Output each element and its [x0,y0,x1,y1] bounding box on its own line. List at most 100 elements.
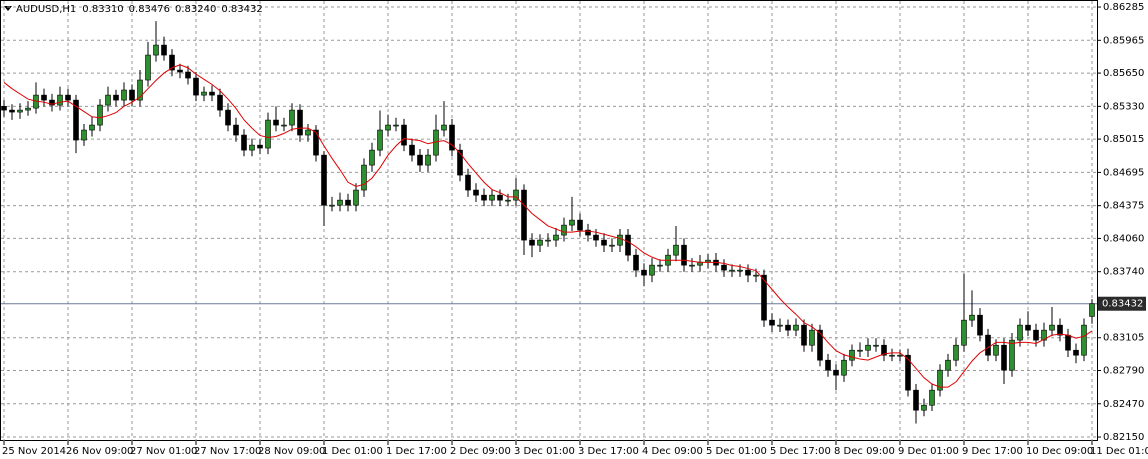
candle-body [929,389,935,406]
candle-body [17,109,23,113]
candle-body [1073,349,1079,356]
candle-body [641,269,647,276]
candle-body [905,354,911,391]
last-price-label: 0.83432 [1102,299,1143,310]
header-value: 0.83310 [82,4,123,15]
candle-body [465,174,471,191]
candle-body [65,94,71,101]
candle-body [617,234,623,246]
candle-body [753,274,759,277]
candle-body [313,129,319,156]
candle-body [1033,329,1039,341]
candle-body [297,109,303,136]
header-value: 0.83240 [175,4,216,15]
y-tick-label: 0.82790 [1103,365,1144,376]
candle-body [497,194,503,201]
candle-body [481,194,487,201]
candle-body [649,264,655,276]
candle-body [809,329,815,346]
candle-body [409,144,415,156]
candle-body [457,149,463,176]
candle-body [545,239,551,242]
candle-body [673,244,679,256]
candle-body [257,144,263,149]
candle-body [625,234,631,256]
candle-body [273,119,279,126]
candle-body [161,44,167,56]
candle-body [337,199,343,206]
candle-body [401,124,407,146]
y-tick-label: 0.84695 [1103,167,1144,178]
candle-body [377,129,383,151]
candle-body [1009,339,1015,371]
candle-body [25,107,31,111]
y-tick-label: 0.82150 [1103,432,1144,443]
x-tick-label: 8 Dec 09:00 [834,446,895,457]
candle-body [145,54,151,81]
candle-body [281,124,287,127]
x-tick-label: 25 Nov 2014 [2,446,66,457]
candle-body [97,104,103,126]
candle-body [993,344,999,356]
candle-body [113,94,119,101]
candle-body [169,54,175,71]
x-tick-label: 3 Dec 17:00 [578,446,639,457]
candle-body [129,89,135,101]
candle-body [449,124,455,151]
y-tick-label: 0.83105 [1103,333,1144,344]
moving-average [3,64,1093,388]
candle-body [329,204,335,207]
candle-body [593,234,599,241]
y-tick-label: 0.82470 [1103,399,1144,410]
x-tick-label: 1 Dec 17:00 [386,446,447,457]
candle-body [529,239,535,246]
candle-body [793,324,799,331]
candle-body [41,94,47,101]
candle-body [513,189,519,201]
y-tick-label: 0.85965 [1103,35,1144,46]
x-tick-label: 27 Nov 01:00 [130,446,197,457]
candle-body [489,194,495,201]
candle-body [761,274,767,321]
candle-body [89,124,95,131]
candle-body [537,239,543,246]
candle-body [233,124,239,136]
candle-body [745,269,751,276]
candle-body [1,106,7,111]
x-tick-label: 5 Dec 17:00 [770,446,831,457]
candle-body [1081,324,1087,356]
candle-body [137,79,143,101]
candle-body [425,154,431,166]
candle-body [817,329,823,361]
candle-body [937,369,943,391]
x-tick-label: 26 Nov 09:00 [66,446,133,457]
candle-body [305,129,311,136]
candle-body [249,144,255,151]
candle-body [1001,344,1007,371]
last-price-box [1098,296,1146,311]
candle-body [561,224,567,236]
candle-body [569,219,575,226]
candle-body [57,94,63,106]
candle-body [1041,329,1047,341]
candle-body [609,244,615,247]
x-tick-label: 1 Dec 01:00 [322,446,383,457]
candle-body [505,199,511,202]
candle-body [689,264,695,267]
candle-body [201,91,207,96]
candle-body [729,269,735,272]
candle-body [801,324,807,346]
candle-body [353,189,359,206]
candle-body [361,164,367,191]
candle-body [833,369,839,376]
y-tick-label: 0.85650 [1103,68,1144,79]
candle-body [865,344,871,351]
x-tick-label: 10 Dec 09:00 [1026,446,1093,457]
candle-body [825,359,831,371]
candle-body [1017,324,1023,341]
candle-body [9,109,15,113]
candle-body [193,77,199,96]
candle-body [897,354,903,357]
